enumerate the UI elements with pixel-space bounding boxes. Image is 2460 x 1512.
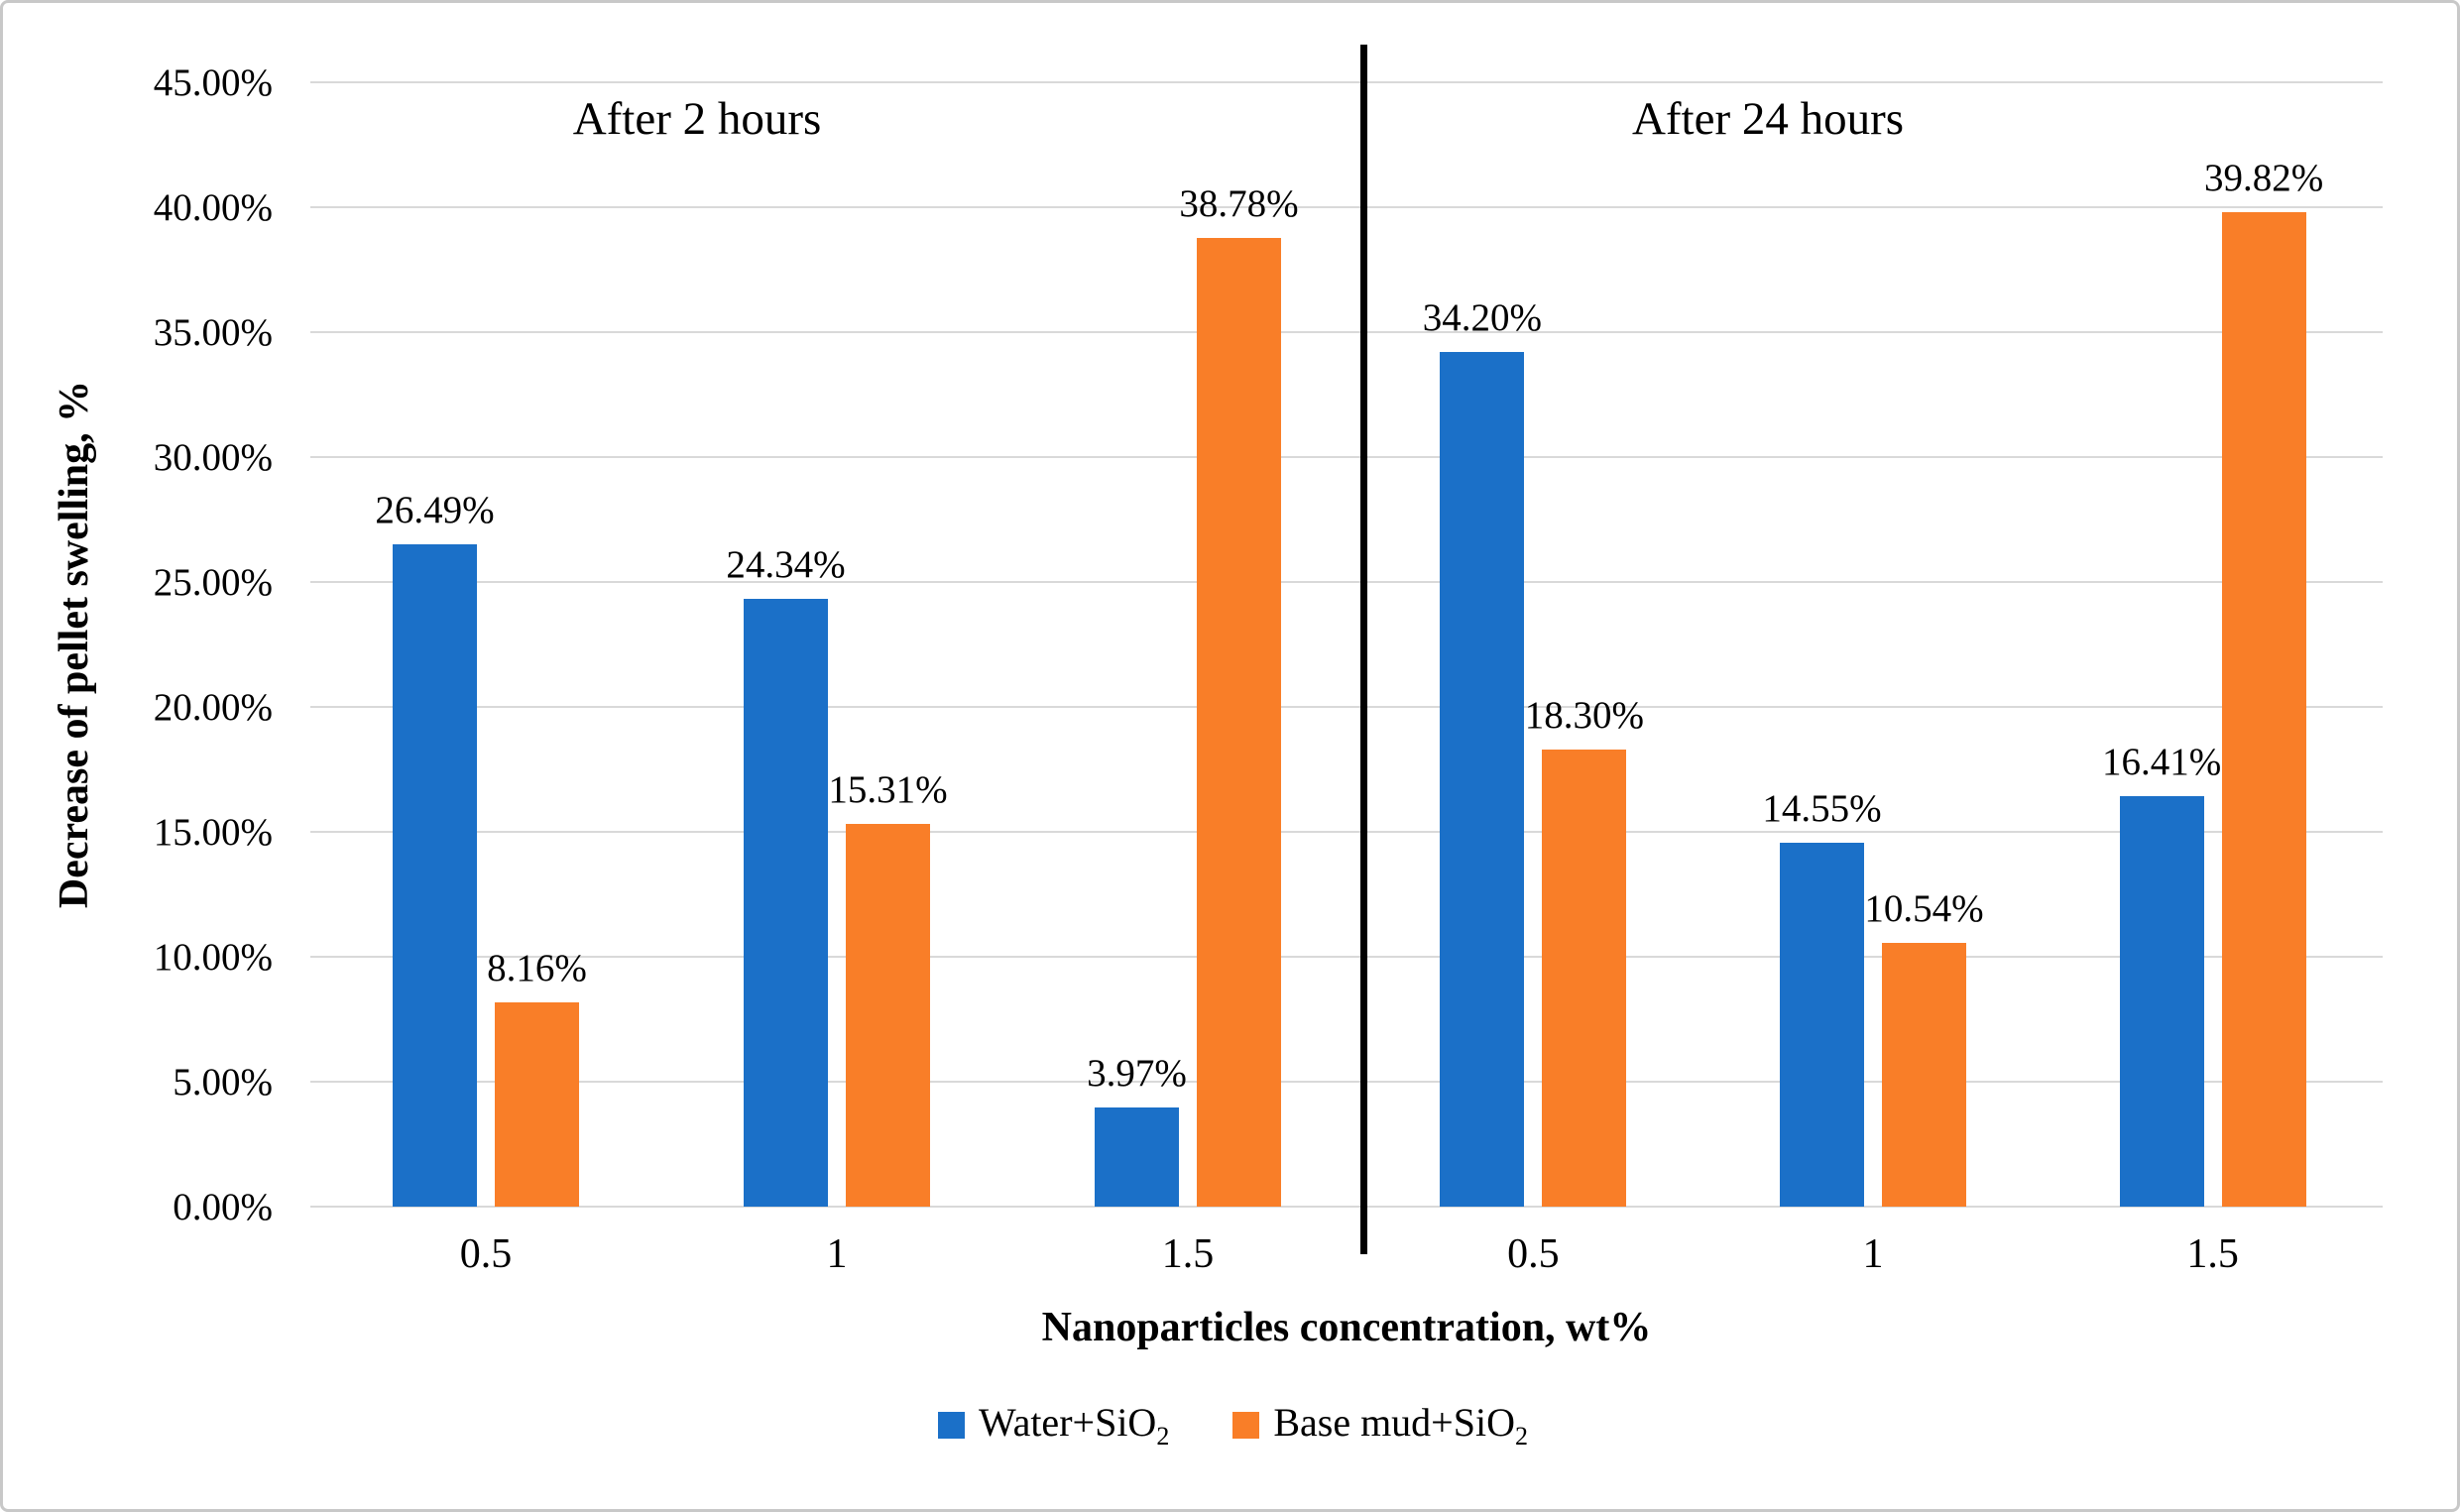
y-tick-label: 5.00% (173, 1061, 273, 1104)
bar-value-label: 39.82% (2204, 156, 2324, 199)
y-tick-label: 45.00% (153, 61, 273, 104)
bar-value-label: 24.34% (726, 542, 846, 586)
panel-divider-line (1360, 45, 1367, 1254)
bar-value-label: 14.55% (1762, 787, 1882, 831)
bar-value-label: 34.20% (1422, 296, 1542, 340)
x-tick-label: 0.5 (1507, 1231, 1560, 1277)
y-tick-label: 0.00% (173, 1186, 273, 1228)
bar-base-mud-sio2 (495, 1002, 579, 1207)
bar-water-sio2 (393, 544, 477, 1207)
gridline (310, 81, 2383, 83)
bar-value-label: 26.49% (375, 489, 495, 532)
bar-base-mud-sio2 (2221, 211, 2306, 1207)
plot-area: After 2 hours 26.49% 8.16% 24.34% 15.31% 3.97… (310, 45, 2383, 1254)
legend: Water+SiO2 Base mud+SiO2 (3, 1399, 2457, 1452)
y-tick-label: 10.00% (153, 936, 273, 979)
gridline (310, 581, 2383, 583)
gridline (310, 456, 2383, 458)
bar-water-sio2 (744, 598, 828, 1207)
x-tick-label: 1 (826, 1231, 848, 1277)
panel-title: After 2 hours (572, 93, 822, 145)
y-tick-label: 35.00% (153, 311, 273, 354)
bar-value-label: 18.30% (1524, 693, 1644, 737)
legend-label: Water+SiO2 (979, 1400, 1170, 1451)
bar-water-sio2 (1440, 352, 1525, 1207)
y-tick-label: 20.00% (153, 686, 273, 729)
y-tick-label: 15.00% (153, 811, 273, 854)
gridline (310, 831, 2383, 833)
bar-base-mud-sio2 (1542, 749, 1627, 1207)
bar-base-mud-sio2 (1882, 943, 1966, 1207)
y-tick-label: 40.00% (153, 186, 273, 229)
gridline (310, 331, 2383, 333)
y-tick-label: 25.00% (153, 561, 273, 604)
x-tick-label: 1.5 (1161, 1231, 1215, 1277)
panel-title: After 24 hours (1631, 93, 1905, 145)
legend-swatch-icon (1232, 1412, 1260, 1439)
legend-swatch-icon (938, 1412, 966, 1439)
gridline (310, 1081, 2383, 1083)
y-axis-tick-labels: 0.00% 5.00% 10.00% 15.00% 20.00% 25.00% 30.00%… (3, 3, 273, 1509)
bar-value-label: 8.16% (487, 947, 587, 990)
gridline (310, 1206, 2383, 1208)
bar-base-mud-sio2 (846, 824, 930, 1207)
y-tick-label: 30.00% (153, 436, 273, 479)
gridline (310, 956, 2383, 958)
gridline (310, 206, 2383, 208)
bar-water-sio2 (1780, 843, 1864, 1207)
bar-water-sio2 (1095, 1106, 1179, 1207)
bar-value-label: 3.97% (1087, 1051, 1187, 1095)
bar-value-label: 16.41% (2102, 741, 2222, 784)
x-tick-label: 0.5 (459, 1231, 513, 1277)
legend-item: Water+SiO2 (938, 1399, 1169, 1452)
bar-value-label: 38.78% (1179, 181, 1299, 225)
bar-value-label: 10.54% (1864, 887, 1984, 931)
x-axis-title: Nanoparticles concentration, wt% (1041, 1305, 1652, 1350)
legend-label: Base mud+SiO2 (1273, 1400, 1528, 1451)
bar-base-mud-sio2 (1197, 237, 1281, 1207)
x-tick-label: 1 (1862, 1231, 1884, 1277)
bar-water-sio2 (2119, 796, 2204, 1207)
bar-value-label: 15.31% (828, 768, 948, 812)
legend-item: Base mud+SiO2 (1232, 1399, 1528, 1452)
gridline (310, 706, 2383, 708)
x-tick-label: 1.5 (2186, 1231, 2239, 1277)
